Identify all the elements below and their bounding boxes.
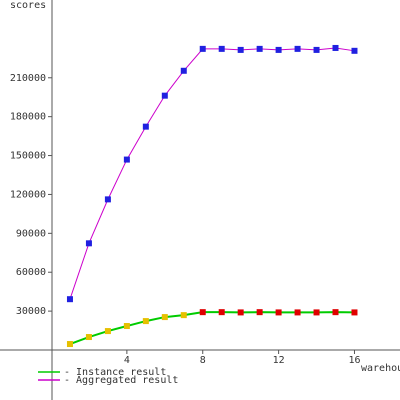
data-point [332, 309, 339, 316]
data-point [313, 309, 320, 316]
data-point [294, 309, 301, 316]
x-tick-label: 12 [273, 355, 285, 366]
legend-label: - Aggregated result [64, 375, 178, 386]
legend-label: - Instance result [64, 367, 166, 378]
data-point [104, 196, 111, 203]
data-point [142, 123, 149, 130]
data-point [256, 45, 263, 52]
data-point [142, 318, 149, 325]
series-line [69, 47, 355, 300]
y-tick-label: 60000 [16, 267, 46, 278]
data-point [85, 240, 92, 247]
data-point [237, 46, 244, 53]
y-tick-label: 150000 [10, 151, 46, 162]
data-point [161, 92, 168, 99]
x-tick-label: 16 [348, 355, 360, 366]
y-tick-label: 180000 [10, 112, 46, 123]
series-line [69, 311, 355, 345]
x-tick-label: 4 [124, 355, 130, 366]
data-point [275, 309, 282, 316]
data-point [123, 156, 130, 163]
data-point [66, 296, 73, 303]
data-point [161, 314, 168, 321]
y-tick-label: 120000 [10, 189, 46, 200]
y-axis-label: scores [10, 0, 46, 11]
data-point [332, 44, 339, 51]
data-point [218, 45, 225, 52]
data-point [66, 341, 73, 348]
y-tick-label: 90000 [16, 228, 46, 239]
data-point [104, 328, 111, 335]
data-point [123, 323, 130, 330]
data-point [180, 312, 187, 319]
x-tick-label: 8 [200, 355, 206, 366]
data-point [313, 46, 320, 53]
y-tick-label: 210000 [10, 73, 46, 84]
y-tick-label: 30000 [16, 306, 46, 317]
data-point [237, 309, 244, 316]
data-point [275, 46, 282, 53]
data-point [199, 309, 206, 316]
data-point [294, 45, 301, 52]
data-point [180, 67, 187, 74]
data-point [85, 334, 92, 341]
data-point [351, 309, 358, 316]
x-axis-label: warehouses [361, 363, 400, 374]
data-point [199, 45, 206, 52]
data-point [351, 47, 358, 54]
data-point [218, 309, 225, 316]
data-point [256, 309, 263, 316]
